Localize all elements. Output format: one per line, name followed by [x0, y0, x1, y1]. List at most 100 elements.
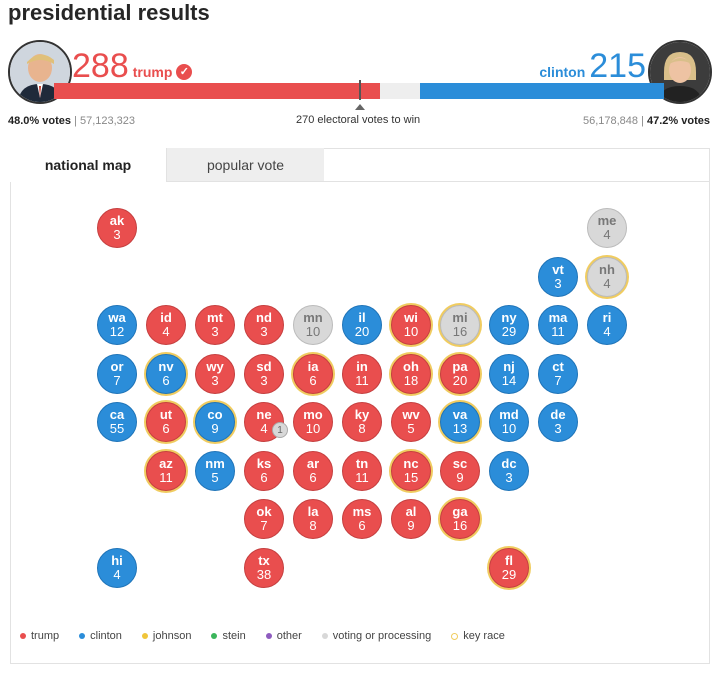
- state-me[interactable]: me 4: [587, 208, 627, 248]
- state-ct[interactable]: ct 7: [538, 353, 578, 394]
- state-tx[interactable]: tx 38: [244, 547, 284, 588]
- state-mi[interactable]: mi 16: [440, 305, 480, 345]
- state-electoral-votes: 3: [554, 421, 562, 436]
- state-abbr: nc: [403, 455, 419, 471]
- legend-label: clinton: [90, 630, 122, 642]
- district-badge[interactable]: 1: [272, 422, 288, 438]
- state-abbr: tx: [258, 552, 270, 568]
- state-ar[interactable]: ar 6: [293, 450, 333, 491]
- state-abbr: wi: [404, 310, 418, 325]
- state-abbr: hi: [111, 552, 123, 568]
- state-electoral-votes: 4: [603, 227, 611, 242]
- legend-swatch: [20, 633, 26, 639]
- state-va[interactable]: va 13: [440, 402, 480, 442]
- trump-popular-pct: 48.0% votes: [8, 115, 71, 127]
- state-ok[interactable]: ok 7: [244, 499, 284, 539]
- trump-electoral-bar: [54, 83, 381, 99]
- state-electoral-votes: 3: [260, 324, 268, 339]
- clinton-avatar: [648, 40, 712, 104]
- state-abbr: pa: [452, 358, 468, 374]
- map-panel: [10, 148, 710, 664]
- clinton-name: clinton: [539, 64, 586, 80]
- state-ms[interactable]: ms 6: [342, 499, 382, 539]
- state-electoral-votes: 8: [309, 518, 317, 533]
- state-in[interactable]: in 11: [342, 353, 382, 394]
- state-sd[interactable]: sd 3: [244, 353, 284, 394]
- state-ma[interactable]: ma 11: [538, 305, 578, 345]
- state-abbr: nv: [158, 358, 174, 374]
- state-mn[interactable]: mn 10: [293, 305, 333, 345]
- legend-item: other: [265, 630, 302, 642]
- state-pa[interactable]: pa 20: [440, 353, 480, 394]
- tab-popular-vote[interactable]: popular vote: [167, 148, 324, 182]
- state-sc[interactable]: sc 9: [440, 450, 480, 491]
- state-abbr: ks: [256, 455, 272, 471]
- state-wa[interactable]: wa 12: [97, 305, 137, 345]
- state-fl[interactable]: fl 29: [489, 547, 529, 588]
- state-ky[interactable]: ky 8: [342, 402, 382, 442]
- state-ga[interactable]: ga 16: [440, 499, 480, 539]
- state-abbr: mi: [452, 310, 468, 325]
- state-nd[interactable]: nd 3: [244, 305, 284, 345]
- legend-swatch: [451, 632, 459, 640]
- tab-national-map[interactable]: national map: [10, 148, 167, 182]
- state-hi[interactable]: hi 4: [97, 547, 137, 588]
- state-abbr: de: [550, 407, 566, 422]
- state-az[interactable]: az 11: [146, 450, 186, 491]
- state-nj[interactable]: nj 14: [489, 353, 529, 394]
- state-vt[interactable]: vt 3: [538, 256, 578, 297]
- state-electoral-votes: 3: [211, 372, 219, 388]
- state-electoral-votes: 5: [407, 421, 415, 436]
- trump-popular-count: 57,123,323: [79, 115, 136, 127]
- state-ak[interactable]: ak 3: [97, 208, 137, 248]
- state-or[interactable]: or 7: [97, 353, 137, 394]
- state-co[interactable]: co 9: [195, 402, 235, 442]
- legend-item: clinton: [79, 630, 122, 642]
- state-ny[interactable]: ny 29: [489, 305, 529, 345]
- state-oh[interactable]: oh 18: [391, 353, 431, 394]
- state-abbr: in: [356, 358, 368, 374]
- state-electoral-votes: 6: [309, 372, 317, 388]
- state-tn[interactable]: tn 11: [342, 450, 382, 491]
- state-abbr: wy: [206, 358, 224, 374]
- state-dc[interactable]: dc 3: [489, 450, 529, 491]
- state-electoral-votes: 16: [452, 518, 468, 533]
- state-nc[interactable]: nc 15: [391, 450, 431, 491]
- state-wy[interactable]: wy 3: [195, 353, 235, 394]
- state-mt[interactable]: mt 3: [195, 305, 235, 345]
- state-wv[interactable]: wv 5: [391, 402, 431, 442]
- state-abbr: al: [405, 504, 417, 519]
- state-abbr: wa: [108, 310, 126, 325]
- state-ut[interactable]: ut 6: [146, 402, 186, 442]
- legend-swatch: [321, 633, 328, 639]
- state-abbr: co: [207, 407, 223, 422]
- state-mo[interactable]: mo 10: [293, 402, 333, 442]
- state-id[interactable]: id 4: [146, 305, 186, 345]
- state-al[interactable]: al 9: [391, 499, 431, 539]
- state-nm[interactable]: nm 5: [195, 450, 235, 491]
- state-wi[interactable]: wi 10: [391, 305, 431, 345]
- state-electoral-votes: 9: [407, 518, 415, 533]
- state-nh[interactable]: nh 4: [587, 256, 627, 297]
- state-electoral-votes: 20: [452, 372, 468, 388]
- state-abbr: mo: [303, 407, 323, 422]
- triangle-up-icon: [355, 104, 365, 110]
- state-de[interactable]: de 3: [538, 402, 578, 442]
- state-nv[interactable]: nv 6: [146, 353, 186, 394]
- legend-item: trump: [20, 630, 59, 642]
- state-la[interactable]: la 8: [293, 499, 333, 539]
- state-abbr: ak: [109, 213, 125, 228]
- state-ri[interactable]: ri 4: [587, 305, 627, 345]
- state-electoral-votes: 10: [501, 421, 517, 436]
- state-md[interactable]: md 10: [489, 402, 529, 442]
- state-ca[interactable]: ca 55: [97, 402, 137, 442]
- state-abbr: nj: [503, 358, 515, 374]
- state-abbr: ca: [109, 407, 125, 422]
- state-ks[interactable]: ks 6: [244, 450, 284, 491]
- state-electoral-votes: 13: [452, 421, 468, 436]
- state-il[interactable]: il 20: [342, 305, 382, 345]
- state-ia[interactable]: ia 6: [293, 353, 333, 394]
- clinton-header: clinton 215: [535, 48, 646, 84]
- state-electoral-votes: 4: [603, 275, 611, 291]
- state-abbr: tn: [355, 455, 369, 471]
